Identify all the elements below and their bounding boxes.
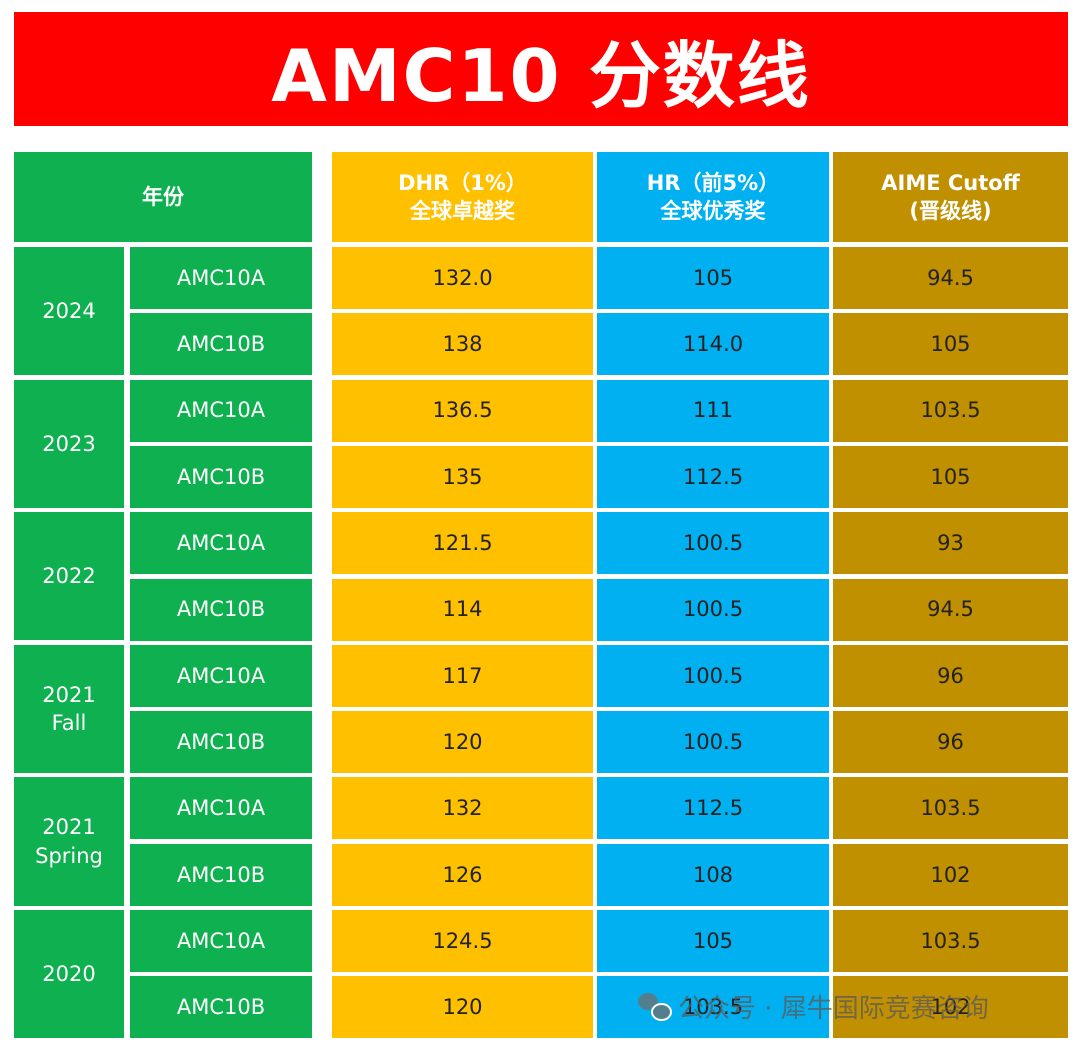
dhr-cell: 124.5 [332, 910, 593, 972]
year-label: 2021 [42, 815, 96, 840]
exam-cell: AMC10A [130, 777, 312, 840]
exam-cell: AMC10B [130, 711, 312, 774]
dhr-cell: 121.5 [332, 512, 593, 575]
year-label: 2024 [42, 298, 96, 323]
year-cell: 2024 [14, 247, 124, 376]
hr-cell: 105 [597, 910, 829, 972]
exam-cell: AMC10A [130, 379, 312, 442]
dhr-cell: 120 [332, 711, 593, 774]
exam-cell: AMC10B [130, 976, 312, 1039]
header-aime: AIME Cutoff (晋级线) [833, 152, 1068, 242]
aime-cell: 94.5 [833, 247, 1068, 309]
hr-cell: 112.5 [597, 777, 829, 840]
watermark: 公众号 · 犀牛国际竞赛咨询 [638, 988, 989, 1024]
hr-cell: 100.5 [597, 644, 829, 707]
year-cell: 2022 [14, 512, 124, 641]
exam-cell: AMC10B [130, 843, 312, 906]
dhr-cell: 126 [332, 843, 593, 906]
year-sublabel: Spring [35, 843, 103, 868]
year-label: 2022 [42, 564, 96, 589]
hr-cell: 103.5 [597, 976, 829, 1039]
aime-cell: 93 [833, 512, 1068, 575]
page-title: AMC10 分数线 [14, 12, 1068, 126]
dhr-cell: 132.0 [332, 247, 593, 309]
exam-cell: AMC10B [130, 313, 312, 376]
aime-cell: 102 [833, 843, 1068, 906]
dhr-cell: 136.5 [332, 379, 593, 442]
header-dhr: DHR（1%） 全球卓越奖 [332, 152, 593, 242]
aime-cell: 102 [833, 976, 1068, 1039]
header-dhr-line2: 全球卓越奖 [410, 199, 515, 223]
hr-cell: 105 [597, 247, 829, 309]
year-cell: 2021 Spring [14, 777, 124, 906]
hr-cell: 111 [597, 379, 829, 442]
aime-cell: 96 [833, 644, 1068, 707]
header-aime-line1: AIME Cutoff [881, 170, 1020, 195]
aime-cell: 94.5 [833, 578, 1068, 641]
aime-cell: 103.5 [833, 379, 1068, 442]
hr-cell: 100.5 [597, 711, 829, 774]
hr-cell: 100.5 [597, 578, 829, 641]
dhr-cell: 117 [332, 644, 593, 707]
aime-cell: 105 [833, 445, 1068, 508]
year-label: 2020 [42, 961, 96, 986]
header-year: 年份 [14, 152, 312, 242]
dhr-cell: 120 [332, 976, 593, 1039]
watermark-text: 公众号 · 犀牛国际竞赛咨询 [678, 993, 989, 1024]
exam-cell: AMC10B [130, 445, 312, 508]
year-cell: 2023 [14, 379, 124, 508]
hr-cell: 114.0 [597, 313, 829, 376]
year-cell: 2021 Fall [14, 644, 124, 774]
dhr-cell: 138 [332, 313, 593, 376]
exam-cell: AMC10A [130, 910, 312, 972]
dhr-cell: 132 [332, 777, 593, 840]
header-hr-line1: HR（前5%） [646, 170, 780, 195]
year-sublabel: Fall [51, 710, 87, 735]
header-hr-line2: 全球优秀奖 [660, 199, 766, 223]
header-hr: HR（前5%） 全球优秀奖 [597, 152, 829, 242]
dhr-cell: 135 [332, 445, 593, 508]
header-year-label: 年份 [142, 184, 184, 209]
year-label: 2023 [42, 431, 96, 456]
exam-cell: AMC10A [130, 247, 312, 309]
hr-cell: 108 [597, 843, 829, 906]
aime-cell: 103.5 [833, 777, 1068, 840]
year-label: 2021 [42, 682, 96, 707]
header-dhr-line1: DHR（1%） [398, 170, 527, 195]
hr-cell: 100.5 [597, 512, 829, 575]
header-aime-line2: (晋级线) [909, 199, 992, 223]
exam-cell: AMC10A [130, 512, 312, 575]
dhr-cell: 114 [332, 578, 593, 641]
hr-cell: 112.5 [597, 445, 829, 508]
aime-cell: 96 [833, 711, 1068, 774]
aime-cell: 105 [833, 313, 1068, 376]
exam-cell: AMC10B [130, 578, 312, 641]
wechat-icon [638, 993, 672, 1021]
year-cell: 2020 [14, 910, 124, 1039]
aime-cell: 103.5 [833, 910, 1068, 972]
exam-cell: AMC10A [130, 644, 312, 707]
